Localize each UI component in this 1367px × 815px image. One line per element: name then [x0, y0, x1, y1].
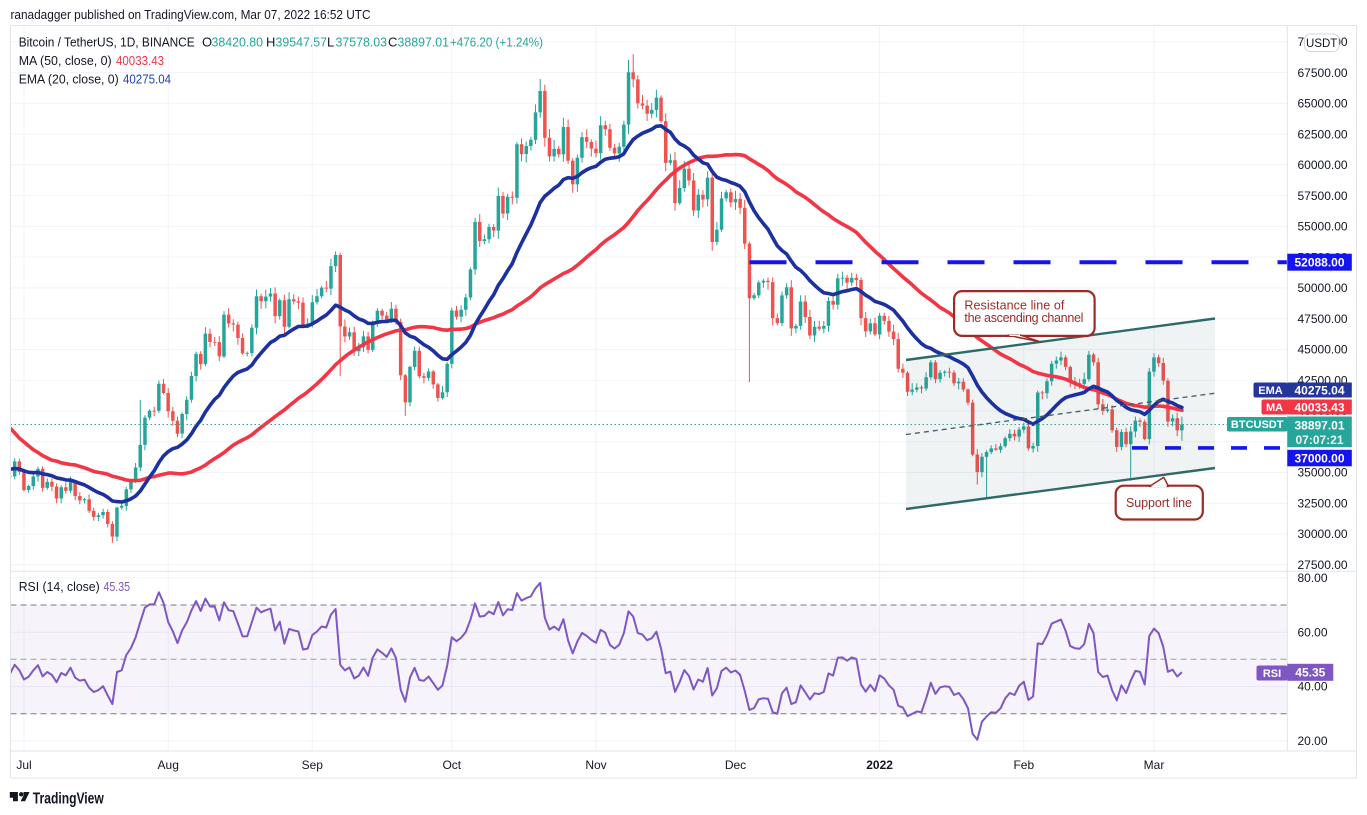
- svg-text:55000.00: 55000.00: [1298, 220, 1348, 234]
- svg-text:47500.00: 47500.00: [1298, 312, 1348, 326]
- svg-text:38897.01: 38897.01: [398, 35, 450, 50]
- svg-text:O: O: [202, 35, 212, 50]
- svg-text:MA: MA: [1266, 402, 1283, 414]
- svg-text:Support line: Support line: [1126, 496, 1192, 510]
- svg-text:65000.00: 65000.00: [1298, 97, 1348, 111]
- svg-text:30000.00: 30000.00: [1298, 527, 1348, 541]
- svg-text:39547.57: 39547.57: [276, 35, 328, 50]
- svg-text:52088.00: 52088.00: [1294, 256, 1344, 270]
- svg-text:45000.00: 45000.00: [1298, 343, 1348, 357]
- svg-text:27500.00: 27500.00: [1298, 558, 1348, 572]
- svg-text:the ascending channel: the ascending channel: [964, 311, 1083, 325]
- svg-text:07:07:21: 07:07:21: [1295, 433, 1343, 447]
- svg-text:45.35: 45.35: [104, 579, 131, 594]
- svg-text:H: H: [266, 35, 275, 50]
- svg-text:Mar: Mar: [1144, 758, 1165, 772]
- svg-text:Oct: Oct: [442, 758, 461, 772]
- svg-text:RSI: RSI: [1263, 668, 1281, 680]
- svg-text:Feb: Feb: [1013, 758, 1034, 772]
- svg-text:Aug: Aug: [158, 758, 179, 772]
- svg-text:MA (50, close, 0): MA (50, close, 0): [19, 53, 112, 68]
- svg-text:62500.00: 62500.00: [1298, 127, 1348, 141]
- svg-text:60.00: 60.00: [1298, 625, 1328, 639]
- svg-text:Sep: Sep: [302, 758, 324, 772]
- svg-text:38420.80: 38420.80: [212, 35, 264, 50]
- svg-text:BTCUSDT: BTCUSDT: [1231, 419, 1284, 431]
- svg-text:Nov: Nov: [585, 758, 606, 772]
- svg-text:C: C: [388, 35, 397, 50]
- svg-text:67500.00: 67500.00: [1298, 66, 1348, 80]
- svg-text:Bitcoin / TetherUS, 1D, BINANC: Bitcoin / TetherUS, 1D, BINANCE: [19, 35, 195, 50]
- svg-text:+476.20 (+1.24%): +476.20 (+1.24%): [450, 35, 543, 50]
- svg-text:2022: 2022: [866, 758, 893, 772]
- svg-text:ranadagger published on Tradin: ranadagger published on TradingView.com,…: [11, 7, 371, 22]
- svg-text:40275.04: 40275.04: [123, 72, 171, 87]
- svg-text:EMA (20, close, 0): EMA (20, close, 0): [19, 72, 119, 87]
- svg-text:40033.43: 40033.43: [1294, 400, 1344, 414]
- svg-text:RSI (14, close): RSI (14, close): [19, 579, 100, 594]
- svg-text:EMA: EMA: [1258, 385, 1283, 397]
- svg-text:Jul: Jul: [16, 758, 31, 772]
- svg-text:40275.04: 40275.04: [1294, 383, 1344, 397]
- svg-text:40033.43: 40033.43: [116, 53, 164, 68]
- svg-text:TradingView: TradingView: [33, 790, 104, 807]
- svg-text:32500.00: 32500.00: [1298, 496, 1348, 510]
- svg-text:60000.00: 60000.00: [1298, 158, 1348, 172]
- svg-text:40.00: 40.00: [1298, 680, 1328, 694]
- svg-text:Dec: Dec: [725, 758, 746, 772]
- svg-text:20.00: 20.00: [1298, 734, 1328, 748]
- svg-text:80.00: 80.00: [1298, 571, 1328, 585]
- svg-text:45.35: 45.35: [1295, 665, 1325, 679]
- svg-text:Resistance line of: Resistance line of: [964, 299, 1065, 313]
- svg-text:57500.00: 57500.00: [1298, 189, 1348, 203]
- svg-text:L: L: [327, 35, 334, 50]
- svg-text:37578.03: 37578.03: [336, 35, 388, 50]
- svg-text:37000.00: 37000.00: [1294, 451, 1344, 465]
- svg-text:35000.00: 35000.00: [1298, 466, 1348, 480]
- svg-text:38897.01: 38897.01: [1294, 419, 1344, 433]
- svg-text:USDT: USDT: [1306, 38, 1337, 50]
- svg-text:50000.00: 50000.00: [1298, 281, 1348, 295]
